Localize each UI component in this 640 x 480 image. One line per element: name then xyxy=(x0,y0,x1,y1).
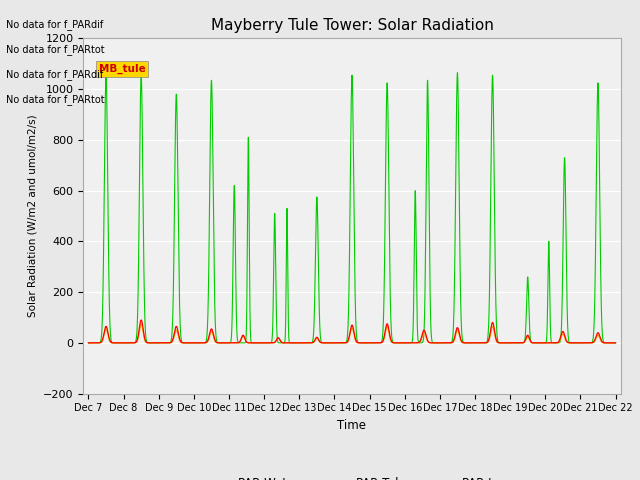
Text: No data for f_PARdif: No data for f_PARdif xyxy=(6,69,104,80)
Text: No data for f_PARtot: No data for f_PARtot xyxy=(6,44,105,55)
Text: No data for f_PARtot: No data for f_PARtot xyxy=(6,94,105,105)
Title: Mayberry Tule Tower: Solar Radiation: Mayberry Tule Tower: Solar Radiation xyxy=(211,18,493,33)
Text: MB_tule: MB_tule xyxy=(99,64,146,74)
Legend: PAR Water, PAR Tule, PAR In: PAR Water, PAR Tule, PAR In xyxy=(200,472,504,480)
Y-axis label: Solar Radiation (W/m2 and umol/m2/s): Solar Radiation (W/m2 and umol/m2/s) xyxy=(28,115,37,317)
Text: No data for f_PARdif: No data for f_PARdif xyxy=(6,19,104,30)
X-axis label: Time: Time xyxy=(337,419,367,432)
